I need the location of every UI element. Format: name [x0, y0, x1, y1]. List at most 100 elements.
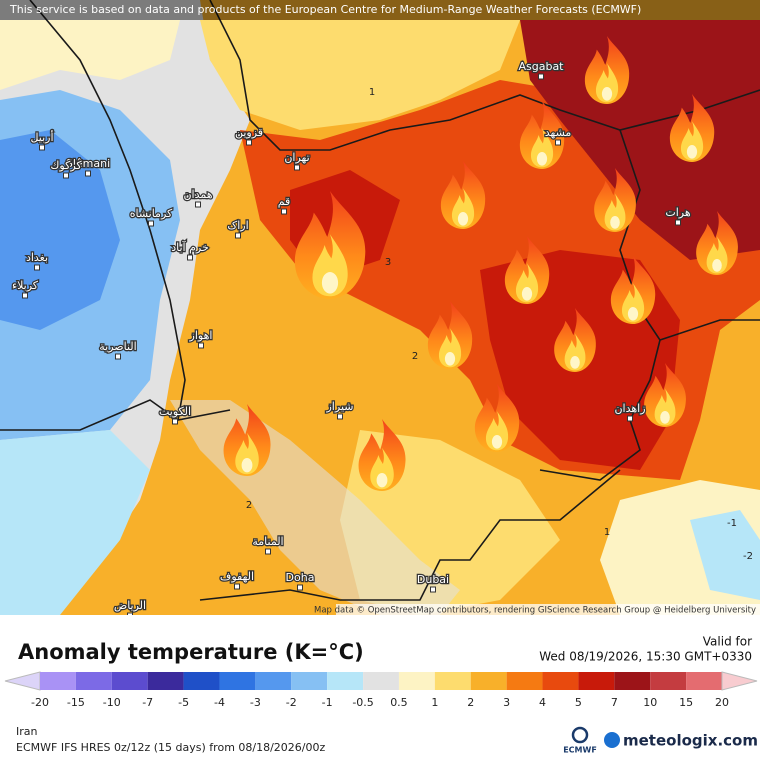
scale-tick-label: -10: [103, 696, 121, 709]
place-label: بغداد: [26, 251, 48, 264]
contour-label: 1: [369, 87, 375, 98]
place-label: اهواز: [189, 329, 213, 342]
place-label: تهران: [284, 151, 309, 164]
place-marker: [195, 201, 201, 208]
contour-label: -1: [727, 518, 737, 529]
scale-above: [721, 671, 758, 691]
place-label: همدان: [183, 188, 212, 201]
scale-tick-label: -3: [250, 696, 261, 709]
place-label: کرمانشاه: [130, 207, 173, 220]
place-label: الهفوف: [220, 570, 254, 583]
attribution-bg: [336, 604, 760, 615]
place-label: Asgabat: [518, 60, 564, 73]
place-label: کربلاء: [12, 279, 39, 292]
scale-segment: [578, 672, 615, 690]
place-marker: [627, 415, 633, 422]
place-label: أربيل: [30, 130, 53, 144]
place-label: قم: [278, 195, 291, 208]
place-marker: [63, 172, 69, 179]
anomaly-zone: [200, 20, 520, 130]
place-marker: [297, 584, 303, 591]
place-marker: [22, 292, 28, 299]
place-label: قزوین: [235, 126, 263, 139]
place-marker: [675, 219, 681, 226]
scale-segment: [147, 672, 184, 690]
contour-label: 2: [412, 351, 418, 362]
scale-segment: [111, 672, 148, 690]
scale-segment: [363, 672, 399, 690]
place-label: المنامة: [252, 535, 283, 548]
scale-segment: [686, 672, 722, 690]
place-marker: [281, 208, 287, 215]
scale-tick-label: -4: [214, 696, 225, 709]
scale-segment: [614, 672, 651, 690]
place-marker: [39, 144, 45, 151]
place-label: الكويت: [159, 405, 191, 418]
scale-tick-label: -20: [31, 696, 49, 709]
scale-segment: [398, 672, 435, 690]
scale-segment: [291, 672, 328, 690]
anomaly-zone: [0, 20, 180, 90]
place-marker: [172, 418, 178, 425]
place-marker: [235, 232, 241, 239]
contour-label: 3: [385, 257, 391, 268]
scale-segment: [542, 672, 579, 690]
anomaly-zone: [0, 430, 150, 615]
anomaly-zone: [0, 130, 120, 330]
scale-tick-label: -5: [178, 696, 189, 709]
scale-segment: [255, 672, 292, 690]
ecmwf-text: ECMWF: [563, 746, 597, 755]
scale-tick-label: 5: [575, 696, 582, 709]
valid-label: Valid for: [703, 635, 752, 649]
scale-tick-label: -0.5: [352, 696, 373, 709]
brand: meteologix.com: [623, 732, 758, 750]
place-marker: [234, 583, 240, 590]
place-marker: [198, 342, 204, 349]
legend-title: Anomaly temperature (K=°C): [18, 640, 364, 664]
place-marker: [187, 254, 193, 261]
place-marker: [127, 612, 133, 615]
scale-segment: [327, 672, 364, 690]
scale-tick-label: -15: [67, 696, 85, 709]
scale-segment: [75, 672, 112, 690]
scale-tick-label: 15: [679, 696, 693, 709]
place-label: Slêmani: [66, 157, 110, 170]
place-marker: [337, 413, 343, 420]
scale-below: [4, 671, 41, 691]
place-marker: [430, 586, 436, 593]
notice-bar: [0, 0, 760, 20]
place-label: الناصرية: [99, 340, 136, 353]
anomaly-zone: [520, 20, 760, 260]
scale-tick-label: -7: [142, 696, 153, 709]
place-label: كركوك: [50, 159, 82, 172]
scale-segment: [219, 672, 256, 690]
place-label: زاهدان: [614, 402, 645, 415]
place-marker: [246, 139, 252, 146]
place-label: Dubai: [417, 573, 449, 586]
place-label: الرياض: [114, 599, 146, 612]
scale-tick-label: 4: [539, 696, 546, 709]
place-marker: [148, 220, 154, 227]
place-label: هرات: [665, 206, 690, 219]
place-marker: [85, 170, 91, 177]
scale-tick-label: 2: [467, 696, 474, 709]
place-marker: [294, 164, 300, 171]
place-marker: [265, 548, 271, 555]
scale-tick-label: 20: [715, 696, 729, 709]
scale-segment: [506, 672, 543, 690]
scale-segment: [470, 672, 507, 690]
ecmwf-icon: [571, 726, 589, 744]
scale-tick-label: 0.5: [390, 696, 408, 709]
anomaly-zone: [690, 510, 760, 600]
scale-tick-label: 1: [431, 696, 438, 709]
scale-segment: [650, 672, 687, 690]
place-marker: [538, 73, 544, 80]
place-marker: [115, 353, 121, 360]
place-label: شیراز: [326, 400, 354, 413]
contour-label: 2: [246, 500, 252, 511]
place-label: Doha: [286, 571, 315, 584]
valid-time: Wed 08/19/2026, 15:30 GMT+0330: [539, 650, 752, 664]
scale-segment: [40, 672, 76, 690]
place-label: اراک: [227, 219, 248, 232]
